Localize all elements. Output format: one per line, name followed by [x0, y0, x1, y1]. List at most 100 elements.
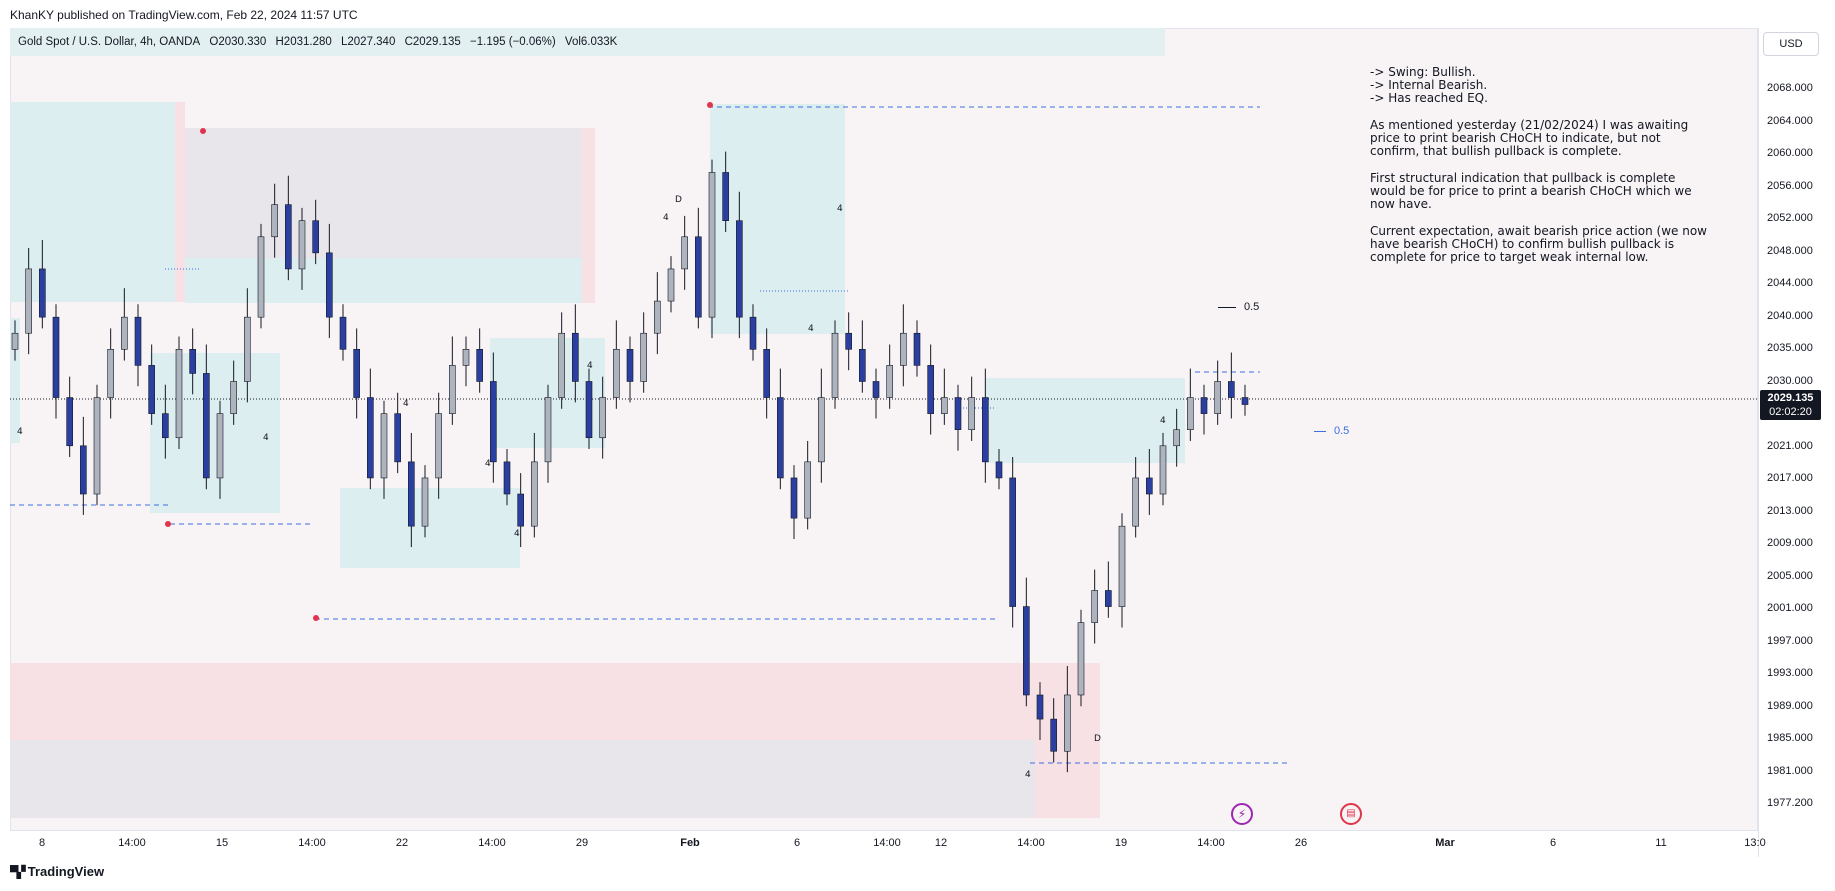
- candle-body: [531, 461, 538, 527]
- candle-body: [312, 220, 319, 254]
- candle-body: [804, 461, 811, 519]
- candle-body: [818, 397, 825, 463]
- candle-body: [1241, 397, 1249, 405]
- candle-body: [175, 349, 183, 439]
- time-tick: 6: [1549, 837, 1557, 849]
- candle-body: [736, 220, 743, 318]
- price-tick: 2040.000: [1767, 309, 1813, 322]
- candle-body: [339, 316, 347, 350]
- marker-four: 4: [837, 204, 843, 214]
- marker-four: 4: [808, 324, 814, 334]
- marker-daily: D: [675, 195, 682, 205]
- currency-button[interactable]: USD: [1763, 32, 1819, 56]
- marker-four: 4: [403, 399, 409, 409]
- annotation-line: -> Swing: Bullish.: [1370, 65, 1476, 79]
- marker-four: 4: [587, 361, 593, 371]
- ohlc-open: O2030.330: [209, 36, 267, 48]
- zone-gray-lower: [10, 740, 1035, 818]
- lightning-icon[interactable]: ⚡: [1231, 803, 1253, 825]
- marker-daily: D: [1094, 734, 1101, 744]
- swing-high-dot-1: [200, 128, 206, 134]
- candle-body: [927, 365, 934, 414]
- candle-body: [107, 349, 114, 398]
- candle-body: [66, 397, 73, 447]
- annotation-line: -> Internal Bearish.: [1370, 78, 1488, 92]
- candle-body: [1023, 606, 1030, 696]
- footer-brand: TradingView: [27, 864, 105, 879]
- time-tick: 14:00: [478, 837, 506, 849]
- candle-body: [640, 332, 647, 382]
- candle-body: [449, 365, 456, 414]
- candle-body: [886, 365, 893, 398]
- time-tick: 22: [395, 837, 409, 849]
- candle-body: [503, 461, 511, 495]
- publish-info: KhanKY published on TradingView.com, Feb…: [10, 8, 358, 22]
- candles-group: [11, 151, 1249, 773]
- candle-body: [1009, 477, 1016, 607]
- us-flag-icon[interactable]: ▤: [1340, 803, 1362, 825]
- time-tick: 19: [1114, 837, 1128, 849]
- time-axis[interactable]: [10, 830, 1758, 857]
- candle-body: [654, 300, 661, 334]
- price-tick: 2021.000: [1767, 439, 1813, 452]
- time-tick: 14:00: [1197, 837, 1225, 849]
- candle-body: [462, 349, 470, 366]
- candle-body: [121, 316, 128, 350]
- candle-body: [203, 373, 210, 479]
- candle-body: [626, 349, 634, 382]
- zone-small-blue: [10, 318, 20, 443]
- candle-body: [1118, 525, 1126, 607]
- swing-high-dot-2: [707, 102, 713, 108]
- time-tick: Feb: [680, 837, 700, 849]
- candle-body: [777, 397, 784, 479]
- candle-body: [585, 381, 593, 439]
- price-chart[interactable]: 4 4 4 4 4 4 4 4 4 4 4 4 D D: [10, 28, 1758, 830]
- candle-body: [298, 220, 306, 270]
- time-tick: 26: [1294, 837, 1308, 849]
- symbol-legend[interactable]: Gold Spot / U.S. Dollar, 4h, OANDA O2030…: [10, 28, 1165, 56]
- candle-body: [1214, 381, 1221, 414]
- candle-body: [476, 349, 483, 382]
- zone-supply-current: [985, 378, 1185, 463]
- candle-body: [1187, 397, 1194, 431]
- price-tick: 2052.000: [1767, 212, 1813, 224]
- swing-low-dot-2: [313, 615, 319, 621]
- time-tick: 13:0: [1744, 837, 1766, 849]
- candle-body: [326, 252, 333, 318]
- candle-body: [544, 397, 552, 463]
- ohlc-low: L2027.340: [340, 36, 396, 48]
- ohlc-close: C2029.135: [404, 36, 461, 48]
- candle-body: [257, 236, 265, 318]
- price-tick: 2064.000: [1767, 114, 1813, 127]
- time-tick: 14:00: [1017, 837, 1045, 849]
- symbol-name: Gold Spot / U.S. Dollar, 4h, OANDA: [18, 36, 201, 48]
- time-tick: 14:00: [873, 837, 901, 849]
- candle-body: [941, 397, 948, 414]
- price-tick: 1993.000: [1767, 667, 1813, 679]
- candle-body: [1036, 694, 1044, 720]
- candle-body: [790, 477, 798, 519]
- zone-supply-blue: [10, 102, 175, 302]
- candle-body: [695, 236, 702, 318]
- price-scale[interactable]: [1758, 28, 1835, 857]
- candle-body: [913, 332, 921, 366]
- candle-body: [148, 365, 155, 414]
- marker-four: 4: [1025, 770, 1031, 780]
- candle-body: [995, 461, 1003, 479]
- candle-body: [831, 332, 839, 398]
- candle-body: [408, 461, 415, 527]
- candle-body: [367, 397, 374, 479]
- marker-four: 4: [514, 529, 520, 539]
- marker-four: 4: [17, 427, 23, 437]
- candle-body: [1064, 694, 1071, 752]
- candle-body: [134, 316, 142, 366]
- candle-body: [845, 332, 852, 350]
- marker-four: 4: [485, 459, 491, 469]
- candle-body: [25, 268, 32, 334]
- candle-body: [490, 381, 497, 463]
- price-tick: 2056.000: [1767, 179, 1813, 192]
- price-tick: 2044.000: [1767, 277, 1813, 289]
- candle-body: [1105, 590, 1112, 607]
- candle-body: [1050, 718, 1057, 752]
- candle-body: [435, 413, 442, 479]
